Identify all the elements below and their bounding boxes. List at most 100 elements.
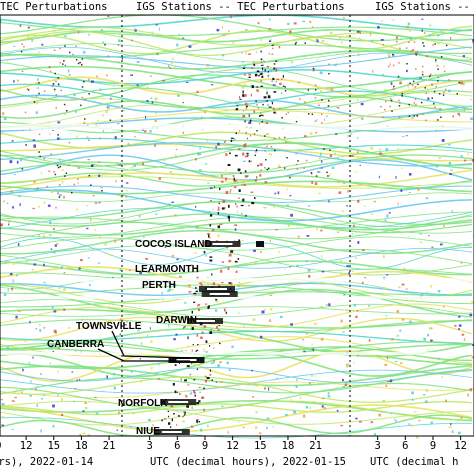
disturbance-speckle — [217, 209, 220, 211]
speckle — [280, 92, 283, 95]
speckle — [31, 39, 33, 42]
speckle — [57, 84, 60, 87]
speckle — [399, 38, 402, 40]
speckle — [457, 112, 460, 115]
speckle — [188, 45, 192, 48]
disturbance-speckle — [425, 119, 427, 122]
speckle — [248, 114, 250, 117]
speckle — [337, 157, 339, 160]
speckle — [228, 368, 231, 371]
speckle — [175, 333, 178, 336]
speckle — [314, 182, 318, 185]
x-tick-label: 15 — [254, 440, 267, 452]
station-label: CANBERRA — [47, 339, 104, 350]
disturbance-speckle — [260, 72, 263, 75]
disturbance-speckle — [60, 89, 62, 92]
disturbance-speckle — [66, 110, 68, 112]
speckle — [467, 393, 470, 397]
disturbance-speckle — [437, 76, 439, 79]
tec-trace — [0, 350, 473, 382]
disturbance-speckle — [39, 155, 41, 158]
speckle — [73, 245, 75, 247]
speckle — [73, 93, 76, 96]
speckle — [91, 80, 94, 83]
disturbance-speckle — [77, 167, 80, 169]
speckle — [357, 355, 359, 357]
disturbance-speckle — [433, 90, 436, 93]
disturbance-speckle — [421, 65, 424, 68]
speckle — [319, 156, 321, 160]
disturbance-speckle — [206, 377, 210, 380]
speckle — [343, 293, 346, 296]
speckle — [29, 394, 32, 397]
disturbance-speckle — [170, 405, 174, 408]
speckle — [43, 326, 45, 329]
disturbance-speckle — [228, 204, 230, 208]
disturbance-speckle — [281, 78, 283, 80]
speckle — [448, 426, 452, 428]
disturbance-speckle — [260, 58, 263, 61]
x-tick-label: 9 — [0, 440, 2, 452]
disturbance-speckle — [398, 105, 401, 107]
speckle — [309, 132, 313, 135]
disturbance-speckle — [223, 308, 226, 312]
speckle — [395, 175, 397, 179]
speckle — [207, 276, 209, 279]
speckle — [194, 252, 197, 254]
speckle — [405, 91, 408, 93]
tec-trace — [0, 25, 473, 55]
disturbance-speckle — [323, 148, 325, 150]
speckle — [91, 164, 94, 167]
speckle — [253, 249, 256, 252]
speckle — [102, 41, 105, 43]
speckle — [257, 29, 260, 32]
speckle — [278, 250, 280, 254]
speckle — [234, 224, 237, 226]
disturbance-speckle — [172, 383, 175, 386]
speckle — [262, 118, 266, 121]
speckle — [378, 413, 382, 417]
speckle — [174, 142, 177, 146]
x-tick-label: 3 — [374, 440, 380, 452]
gap-band — [0, 296, 474, 299]
station-marker-gap — [212, 243, 233, 245]
speckle — [48, 234, 52, 236]
speckle — [342, 331, 345, 333]
speckle — [139, 336, 143, 340]
speckle — [76, 339, 80, 342]
speckle — [259, 432, 262, 435]
speckle — [241, 52, 243, 54]
disturbance-speckle — [260, 61, 263, 63]
speckle — [32, 139, 36, 142]
disturbance-speckle — [298, 81, 300, 84]
speckle — [311, 343, 313, 346]
disturbance-speckle — [209, 199, 212, 202]
speckle — [139, 271, 143, 275]
speckle — [264, 387, 266, 390]
disturbance-speckle — [77, 62, 80, 65]
disturbance-speckle — [53, 49, 56, 51]
disturbance-speckle — [53, 88, 56, 91]
disturbance-speckle — [83, 80, 85, 83]
disturbance-speckle — [230, 137, 234, 139]
disturbance-speckle — [417, 83, 419, 86]
speckle — [204, 163, 208, 165]
speckle — [342, 54, 344, 56]
speckle — [24, 292, 27, 295]
disturbance-speckle — [268, 106, 272, 108]
disturbance-speckle — [208, 305, 210, 308]
disturbance-speckle — [55, 80, 57, 83]
speckle — [215, 309, 218, 312]
speckle — [340, 424, 343, 427]
speckle — [251, 369, 253, 372]
disturbance-speckle — [26, 88, 29, 90]
speckle — [117, 44, 120, 46]
speckle — [385, 315, 388, 317]
speckle — [131, 39, 133, 42]
disturbance-speckle — [209, 331, 213, 334]
disturbance-speckle — [211, 379, 213, 381]
speckle — [53, 329, 57, 333]
speckle — [406, 25, 410, 29]
disturbance-speckle — [315, 175, 318, 177]
disturbance-speckle — [186, 365, 190, 367]
